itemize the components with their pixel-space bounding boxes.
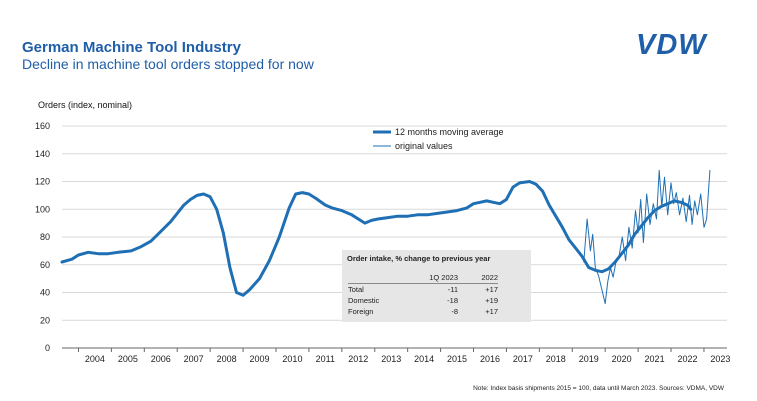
x-tick-label: 2006 xyxy=(151,354,171,364)
moving-average-line xyxy=(60,180,693,297)
x-tick-label: 2009 xyxy=(250,354,270,364)
y-tick-label: 0 xyxy=(45,343,50,353)
x-tick-label: 2012 xyxy=(348,354,368,364)
footnote: Note: Index basis shipments 2015 = 100, … xyxy=(473,385,724,392)
table-cell: -8 xyxy=(451,307,458,316)
x-tick-label: 2020 xyxy=(612,354,632,364)
x-tick-label: 2005 xyxy=(118,354,138,364)
x-tick-labels: 2004 2005 2006 2007 2008 2009 2010 2011 2012 2013… xyxy=(85,354,731,364)
table-cell: Foreign xyxy=(348,307,374,316)
table-header-cell: 1Q 2023 xyxy=(429,273,458,282)
y-tick-label: 140 xyxy=(35,149,50,159)
series-lines xyxy=(60,169,711,305)
y-tick-label: 80 xyxy=(40,232,50,242)
y-tick-label: 60 xyxy=(40,260,50,270)
chart-subtitle: Decline in machine tool orders stopped f… xyxy=(22,56,314,72)
table-title: Order intake, % change to previous year xyxy=(347,254,491,263)
legend: 12 months moving average original values xyxy=(373,127,504,151)
x-tick-label: 2014 xyxy=(414,354,434,364)
table-cell: Total xyxy=(348,285,364,294)
y-tick-label: 100 xyxy=(35,204,50,214)
x-tick-label: 2017 xyxy=(513,354,533,364)
original-values-line xyxy=(583,169,711,305)
table-cell: Domestic xyxy=(348,296,380,305)
y-tick-label: 20 xyxy=(40,315,50,325)
table-cell: +17 xyxy=(485,285,498,294)
x-tick-label: 2021 xyxy=(645,354,665,364)
x-tick-label: 2023 xyxy=(710,354,730,364)
x-tick-label: 2011 xyxy=(316,354,335,364)
x-tick-label: 2007 xyxy=(184,354,204,364)
y-tick-label: 40 xyxy=(40,288,50,298)
x-tick-label: 2022 xyxy=(677,354,697,364)
y-axis-label: Orders (index, nominal) xyxy=(38,100,133,110)
order-intake-table: Order intake, % change to previous year … xyxy=(342,250,531,322)
y-tick-label: 120 xyxy=(35,177,50,187)
y-tick-label: 160 xyxy=(35,121,50,131)
x-tick-label: 2010 xyxy=(282,354,302,364)
gridlines xyxy=(62,125,727,321)
x-tick-label: 2004 xyxy=(85,354,105,364)
vdw-logo: VDW xyxy=(636,30,708,60)
table-cell: +17 xyxy=(485,307,498,316)
x-tick-label: 2013 xyxy=(381,354,401,364)
chart-title: German Machine Tool Industry xyxy=(22,39,241,56)
vdw-logo-text: VDW xyxy=(636,30,708,60)
x-tick-label: 2015 xyxy=(447,354,467,364)
table-row: Total -11 +17 xyxy=(342,285,531,295)
legend-label: original values xyxy=(395,141,453,151)
table-divider xyxy=(348,283,498,284)
x-tick-label: 2018 xyxy=(546,354,566,364)
table-header-row: 1Q 2023 2022 xyxy=(342,273,531,283)
table-cell: -18 xyxy=(447,296,458,305)
x-tick-label: 2016 xyxy=(480,354,500,364)
x-tick-marks xyxy=(77,348,705,352)
table-cell: +19 xyxy=(485,296,498,305)
x-tick-label: 2008 xyxy=(217,354,237,364)
x-tick-label: 2019 xyxy=(579,354,599,364)
y-tick-labels: 0 20 40 60 80 100 120 140 160 xyxy=(35,121,50,353)
table-header-cell: 2022 xyxy=(481,273,498,282)
table-row: Foreign -8 +17 xyxy=(342,307,531,317)
legend-label: 12 months moving average xyxy=(395,127,504,137)
table-row: Domestic -18 +19 xyxy=(342,296,531,306)
table-cell: -11 xyxy=(447,285,458,294)
